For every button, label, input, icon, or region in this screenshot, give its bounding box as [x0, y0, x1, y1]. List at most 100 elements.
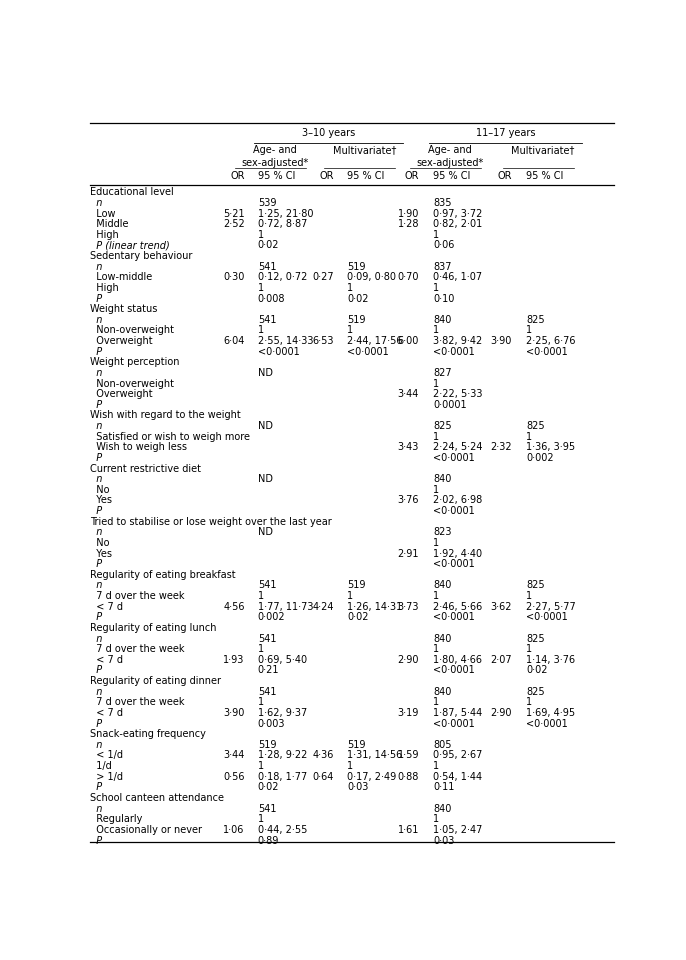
- Text: 1: 1: [433, 432, 439, 442]
- Text: ND: ND: [258, 527, 273, 538]
- Text: <0·0001: <0·0001: [258, 347, 300, 357]
- Text: 1·36, 3·95: 1·36, 3·95: [526, 443, 575, 452]
- Text: 1: 1: [258, 591, 264, 601]
- Text: <0·0001: <0·0001: [526, 719, 568, 729]
- Text: <0·0001: <0·0001: [526, 612, 568, 622]
- Text: 0·002: 0·002: [258, 612, 285, 622]
- Text: 1: 1: [433, 485, 439, 494]
- Text: 1: 1: [526, 697, 532, 708]
- Text: P: P: [91, 612, 102, 622]
- Text: 0·09, 0·80: 0·09, 0·80: [347, 273, 396, 282]
- Text: Yes: Yes: [91, 495, 113, 506]
- Text: Middle: Middle: [91, 219, 129, 229]
- Text: 3·82, 9·42: 3·82, 9·42: [433, 336, 482, 346]
- Text: 2·55, 14·33: 2·55, 14·33: [258, 336, 314, 346]
- Text: 1: 1: [258, 325, 264, 335]
- Text: 1: 1: [258, 644, 264, 654]
- Text: P: P: [91, 665, 102, 676]
- Text: 0·17, 2·49: 0·17, 2·49: [347, 772, 397, 781]
- Text: 0·0001: 0·0001: [433, 399, 466, 410]
- Text: 3–10 years: 3–10 years: [302, 128, 355, 137]
- Text: Low-middle: Low-middle: [91, 273, 153, 282]
- Text: 3·90: 3·90: [223, 708, 245, 718]
- Text: <0·0001: <0·0001: [433, 347, 475, 357]
- Text: 825: 825: [526, 634, 545, 643]
- Text: <0·0001: <0·0001: [347, 347, 389, 357]
- Text: n: n: [91, 315, 103, 324]
- Text: 1: 1: [433, 229, 439, 240]
- Text: > 1/d: > 1/d: [91, 772, 123, 781]
- Text: 1: 1: [347, 761, 353, 771]
- Text: 840: 840: [433, 634, 451, 643]
- Text: 0·06: 0·06: [433, 240, 454, 251]
- Text: 1·05, 2·47: 1·05, 2·47: [433, 825, 482, 835]
- Text: P: P: [91, 506, 102, 516]
- Text: 0·70: 0·70: [397, 273, 419, 282]
- Text: 0·02: 0·02: [258, 240, 279, 251]
- Text: 2·02, 6·98: 2·02, 6·98: [433, 495, 482, 506]
- Text: 0·64: 0·64: [312, 772, 334, 781]
- Text: <0·0001: <0·0001: [433, 612, 475, 622]
- Text: n: n: [91, 581, 103, 590]
- Text: n: n: [91, 262, 103, 272]
- Text: <0·0001: <0·0001: [526, 347, 568, 357]
- Text: 1·28: 1·28: [397, 219, 419, 229]
- Text: Snack-eating frequency: Snack-eating frequency: [91, 730, 206, 739]
- Text: Educational level: Educational level: [91, 187, 174, 198]
- Text: 95 % CI: 95 % CI: [347, 172, 384, 181]
- Text: 95 % CI: 95 % CI: [526, 172, 563, 181]
- Text: 7 d over the week: 7 d over the week: [91, 591, 185, 601]
- Text: 2·22, 5·33: 2·22, 5·33: [433, 389, 482, 399]
- Text: 2·24, 5·24: 2·24, 5·24: [433, 443, 482, 452]
- Text: 3·73: 3·73: [397, 602, 419, 612]
- Text: 1: 1: [433, 325, 439, 335]
- Text: 541: 541: [258, 315, 276, 324]
- Text: 1·61: 1·61: [398, 825, 419, 835]
- Text: 0·008: 0·008: [258, 294, 285, 303]
- Text: 0·21: 0·21: [258, 665, 279, 676]
- Text: 3·44: 3·44: [223, 751, 245, 760]
- Text: 3·43: 3·43: [398, 443, 419, 452]
- Text: 827: 827: [433, 368, 451, 378]
- Text: 2·07: 2·07: [490, 655, 512, 665]
- Text: 1·69, 4·95: 1·69, 4·95: [526, 708, 575, 718]
- Text: 541: 541: [258, 804, 276, 814]
- Text: 1: 1: [433, 283, 439, 293]
- Text: 2·46, 5·66: 2·46, 5·66: [433, 602, 482, 612]
- Text: 2·90: 2·90: [490, 708, 512, 718]
- Text: Age- and
sex-adjusted*: Age- and sex-adjusted*: [416, 145, 484, 168]
- Text: 0·27: 0·27: [312, 273, 334, 282]
- Text: n: n: [91, 804, 103, 814]
- Text: 541: 541: [258, 686, 276, 697]
- Text: 835: 835: [433, 198, 451, 208]
- Text: P (linear trend): P (linear trend): [91, 240, 170, 251]
- Text: <0·0001: <0·0001: [433, 506, 475, 516]
- Text: 0·11: 0·11: [433, 782, 454, 792]
- Text: n: n: [91, 527, 103, 538]
- Text: OR: OR: [319, 172, 334, 181]
- Text: 0·89: 0·89: [258, 835, 279, 846]
- Text: 1: 1: [433, 761, 439, 771]
- Text: 1·26, 14·31: 1·26, 14·31: [347, 602, 402, 612]
- Text: Non-overweight: Non-overweight: [91, 325, 174, 335]
- Text: 1·77, 11·73: 1·77, 11·73: [258, 602, 314, 612]
- Text: Multivariate†: Multivariate†: [511, 145, 575, 156]
- Text: 825: 825: [526, 315, 545, 324]
- Text: < 7 d: < 7 d: [91, 708, 123, 718]
- Text: 837: 837: [433, 262, 451, 272]
- Text: 3·90: 3·90: [490, 336, 512, 346]
- Text: 2·25, 6·76: 2·25, 6·76: [526, 336, 576, 346]
- Text: 1: 1: [433, 538, 439, 548]
- Text: <0·0001: <0·0001: [433, 719, 475, 729]
- Text: 0·02: 0·02: [347, 612, 368, 622]
- Text: Sedentary behaviour: Sedentary behaviour: [91, 252, 193, 261]
- Text: 1: 1: [433, 697, 439, 708]
- Text: 1: 1: [347, 283, 353, 293]
- Text: 1: 1: [526, 325, 532, 335]
- Text: Wish to weigh less: Wish to weigh less: [91, 443, 187, 452]
- Text: 3·44: 3·44: [398, 389, 419, 399]
- Text: 1: 1: [433, 814, 439, 825]
- Text: 0·02: 0·02: [258, 782, 279, 792]
- Text: P: P: [91, 835, 102, 846]
- Text: 1·62, 9·37: 1·62, 9·37: [258, 708, 307, 718]
